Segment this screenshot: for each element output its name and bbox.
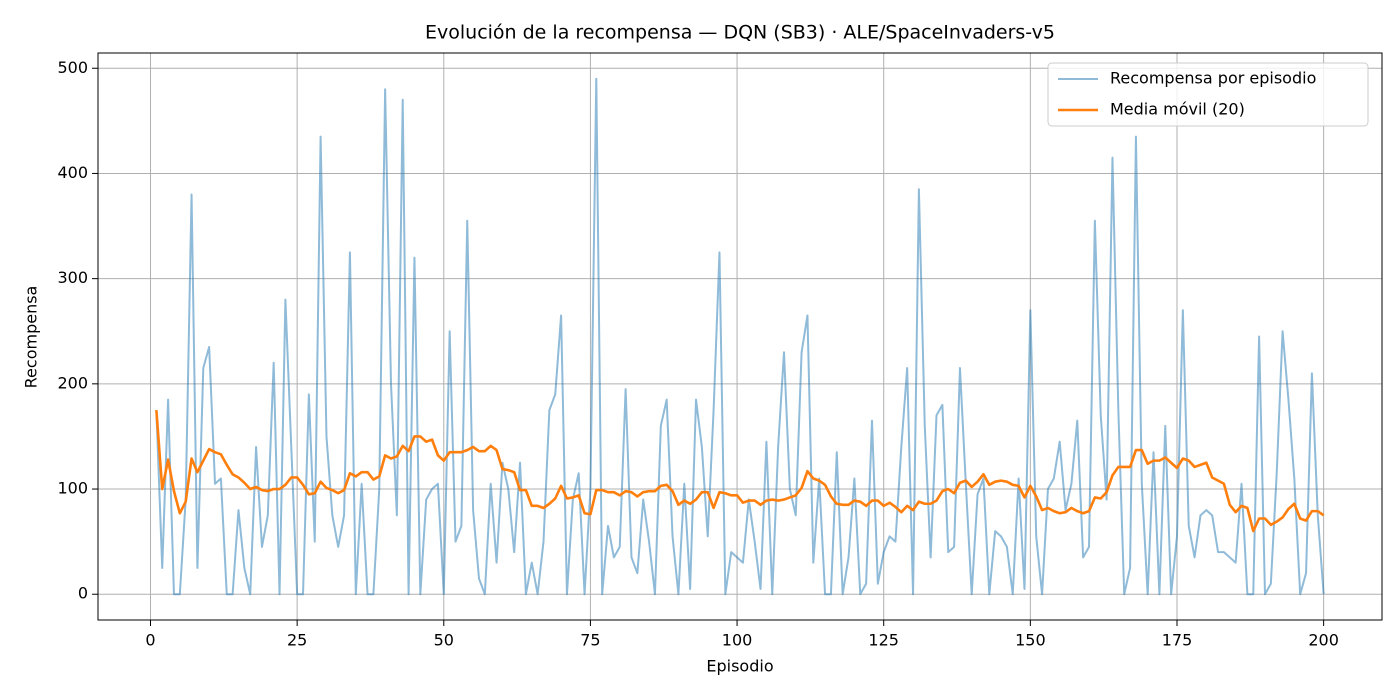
x-tick-label: 100 <box>722 631 753 650</box>
chart-title: Evolución de la recompensa — DQN (SB3) ·… <box>425 22 1055 44</box>
y-tick-label: 0 <box>78 584 88 603</box>
series-line <box>155 410 1325 533</box>
y-tick-label: 200 <box>57 373 88 392</box>
x-tick-label: 25 <box>287 631 307 650</box>
x-tick-label: 175 <box>1162 631 1193 650</box>
x-axis-label: Episodio <box>706 657 773 676</box>
x-tick-label: 125 <box>868 631 899 650</box>
legend-label: Recompensa por episodio <box>1110 69 1316 88</box>
y-tick-label: 400 <box>57 163 88 182</box>
x-tick-label: 0 <box>145 631 155 650</box>
x-tick-label: 200 <box>1308 631 1339 650</box>
legend-label: Media móvil (20) <box>1110 100 1245 119</box>
x-tick-label: 75 <box>580 631 600 650</box>
y-tick-label: 100 <box>57 479 88 498</box>
y-tick-label: 500 <box>57 58 88 77</box>
legend-box <box>1047 62 1369 127</box>
legend: Recompensa por episodio Media móvil (20) <box>1047 62 1369 127</box>
y-axis-label: Recompensa <box>22 286 41 389</box>
plot-frame <box>97 52 1383 621</box>
x-tick-label: 50 <box>434 631 454 650</box>
series-line <box>155 77 1325 596</box>
y-tick-label: 300 <box>57 268 88 287</box>
x-tick-label: 150 <box>1015 631 1046 650</box>
